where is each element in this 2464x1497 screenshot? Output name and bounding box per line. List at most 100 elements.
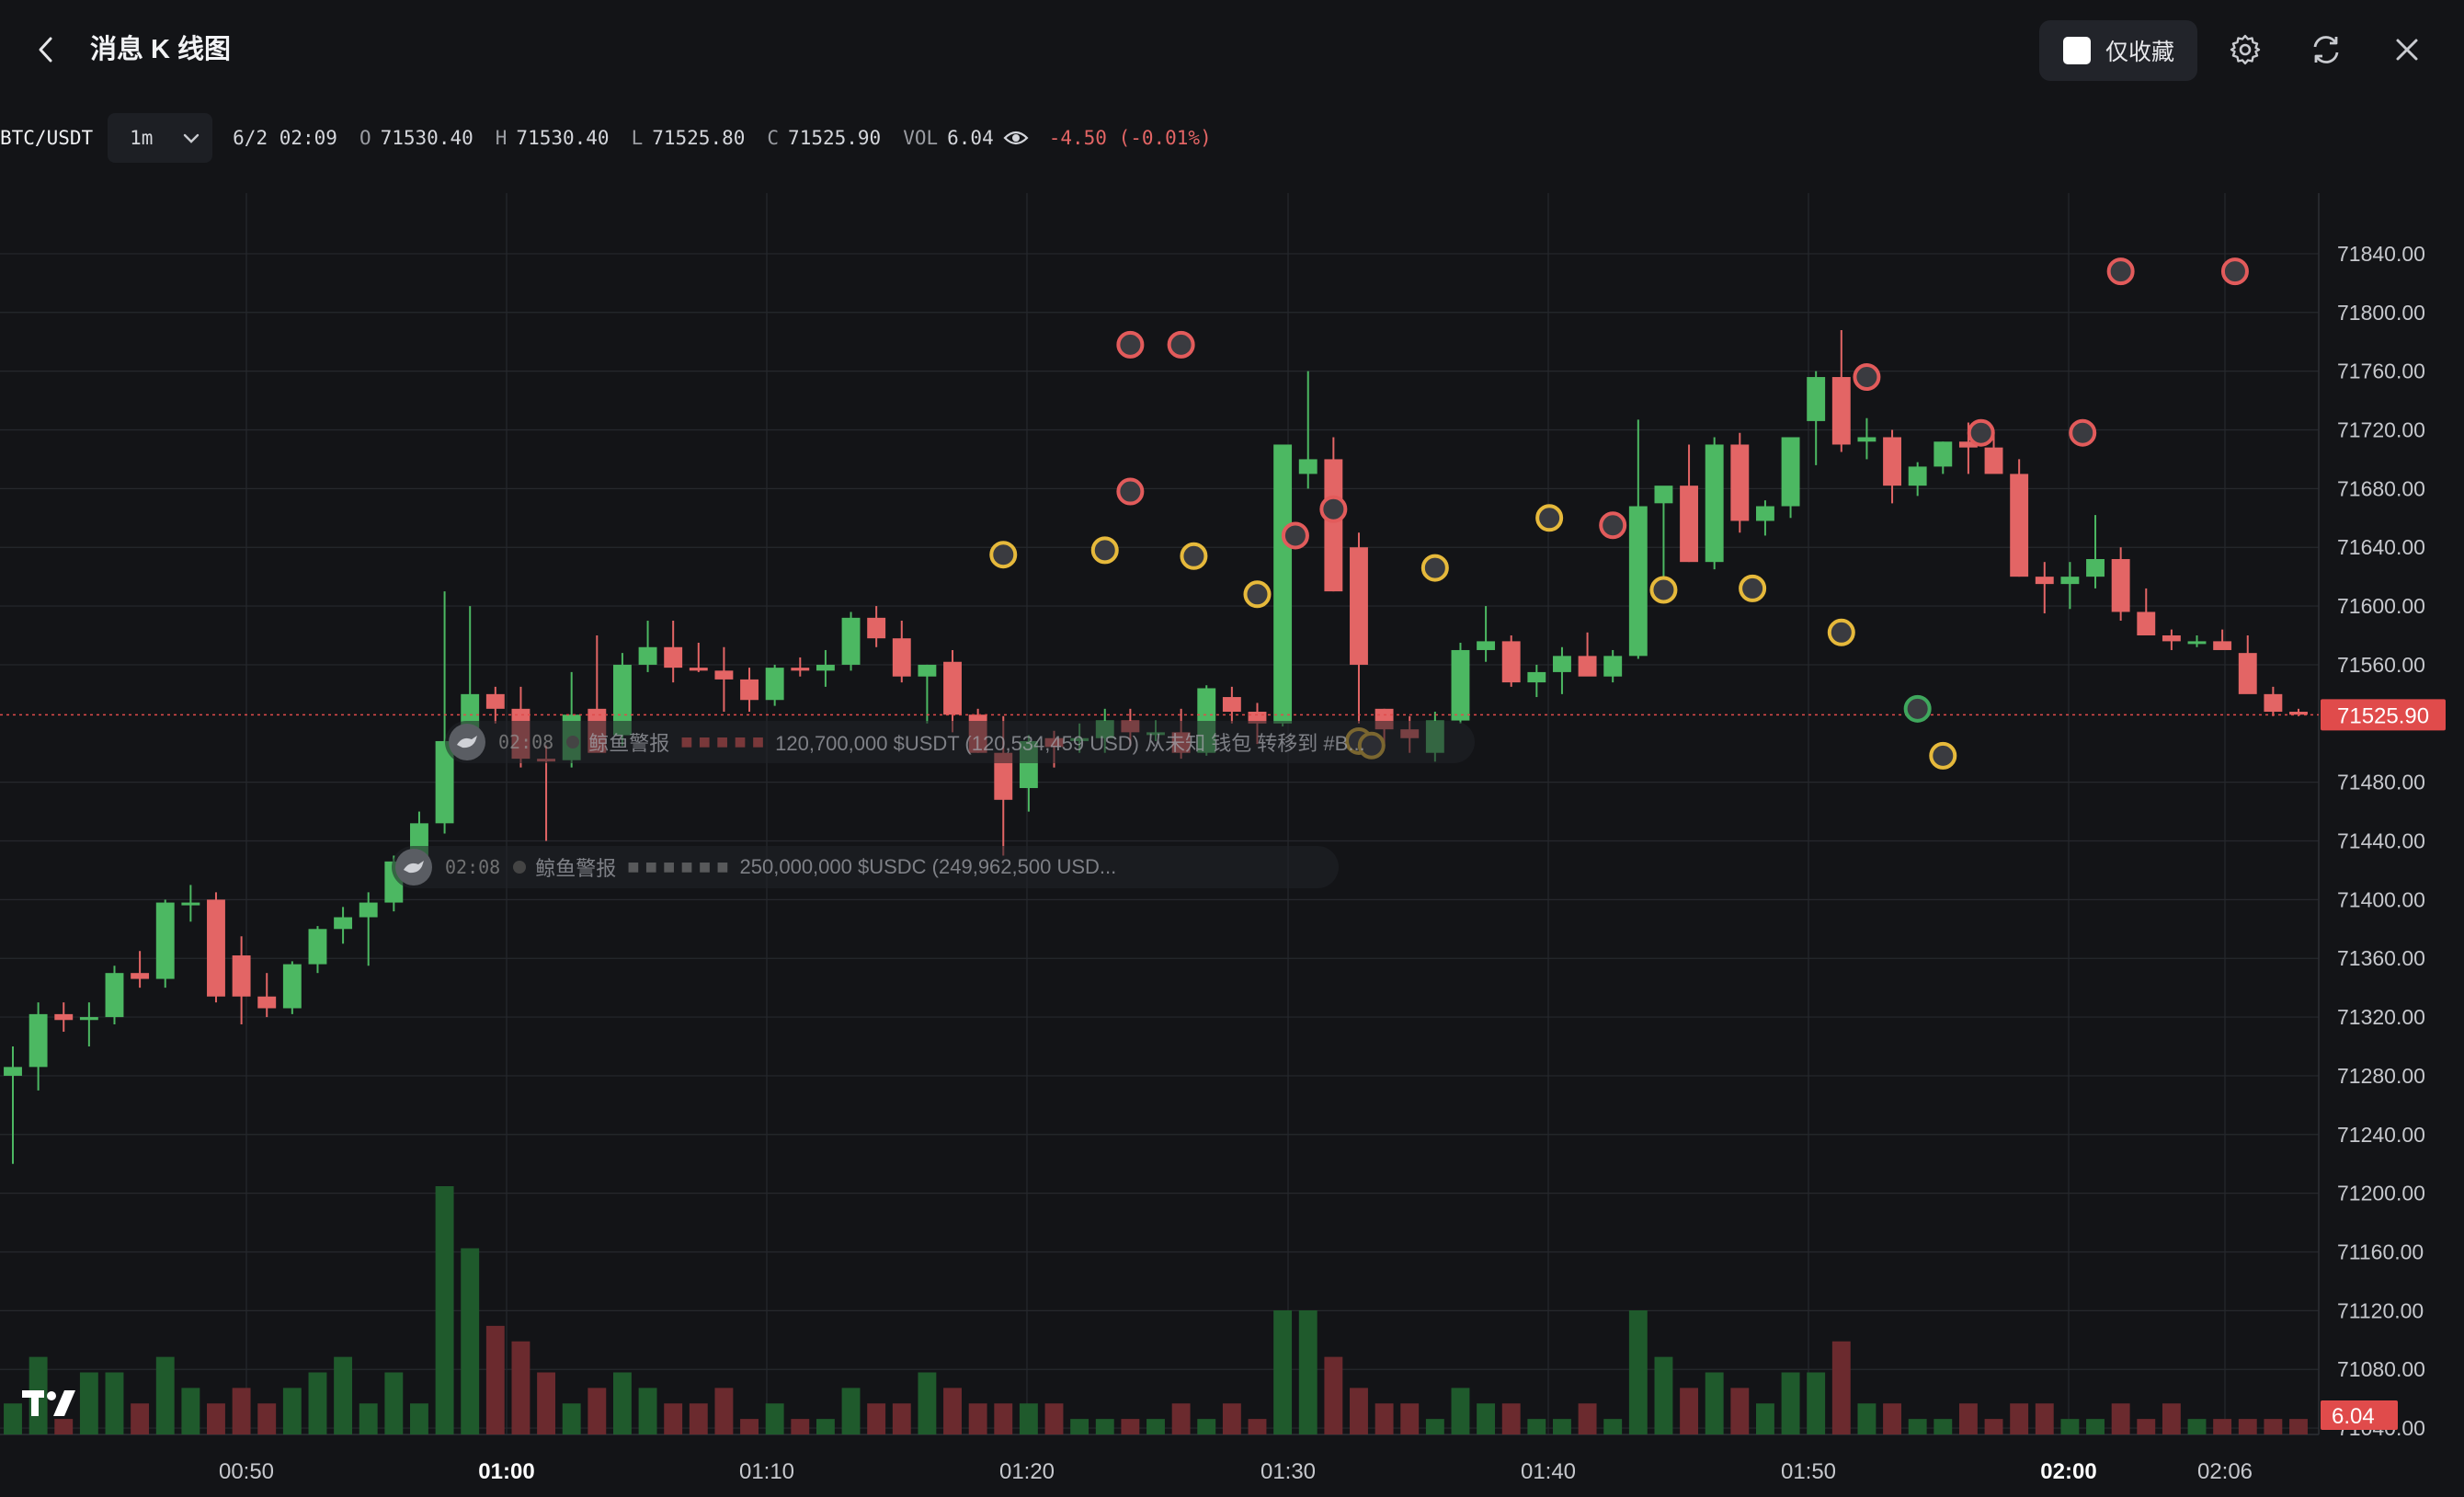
volume-bar	[181, 1388, 200, 1434]
candle-body	[841, 617, 861, 665]
news-marker-red[interactable]	[1319, 495, 1348, 523]
candle-body	[765, 668, 784, 701]
volume-bar	[1400, 1403, 1420, 1434]
volume-bar	[1298, 1310, 1318, 1434]
refresh-button[interactable]	[2308, 31, 2344, 68]
volume-bar	[2137, 1419, 2156, 1434]
time-tick-label: 00:50	[219, 1459, 274, 1484]
whale-icon	[457, 736, 477, 748]
news-marker-red[interactable]	[1167, 330, 1195, 359]
favorites-only-checkbox[interactable]	[2063, 37, 2091, 64]
news-marker-red[interactable]	[2220, 257, 2249, 286]
volume-bar	[384, 1372, 404, 1434]
volume-bar	[1705, 1372, 1724, 1434]
candle-body	[334, 917, 353, 930]
alert-text: 250,000,000 $USDC (249,962,500 USD...	[739, 855, 1117, 878]
whale-avatar	[449, 724, 485, 760]
volume-label: VOL	[903, 127, 939, 149]
candle-body	[791, 668, 810, 671]
candle-body	[1730, 444, 1750, 521]
candle-body	[1527, 671, 1546, 683]
price-tick-label: 71640.00	[2337, 535, 2425, 559]
news-marker-red[interactable]	[2069, 418, 2097, 447]
settings-button[interactable]	[2227, 31, 2264, 68]
favorites-only-label: 仅收藏	[2105, 40, 2175, 65]
news-marker-yellow[interactable]	[1739, 574, 1767, 602]
news-marker-red[interactable]	[1967, 418, 1995, 447]
candle-body	[257, 996, 277, 1009]
volume-bar	[79, 1372, 98, 1434]
news-marker-yellow[interactable]	[989, 541, 1018, 569]
last-volume-tag	[2321, 1400, 2398, 1430]
close-button[interactable]	[2389, 31, 2425, 68]
kline-chart[interactable]: 71840.00 71800.00 71760.00 71720.00 71680.00…	[0, 193, 2464, 1497]
news-marker-red[interactable]	[1853, 363, 1881, 392]
news-marker-red[interactable]	[1281, 521, 1309, 550]
candle-body	[4, 1067, 22, 1076]
news-marker-yellow[interactable]	[1929, 741, 1957, 770]
favorites-only-toggle[interactable]: 仅收藏	[2039, 20, 2197, 81]
volume-bar	[740, 1419, 759, 1434]
whale-alert-toast[interactable]: 02:08 鲸鱼警报 ■ ■ ■ ■ ■ ■ 250,000,000 $USDC…	[392, 846, 1339, 888]
news-marker-yellow[interactable]	[1420, 554, 1449, 582]
source-dot	[566, 736, 580, 748]
volume-bar	[155, 1356, 175, 1434]
candle-body	[2264, 693, 2283, 713]
candle-body	[155, 902, 175, 979]
volume-bar	[1222, 1403, 1241, 1434]
volume-bar	[1248, 1419, 1267, 1434]
candle-body	[816, 664, 835, 671]
whale-alert-toast[interactable]: 02:08 鲸鱼警报 ■ ■ ■ ■ ■ 120,700,000 $USDT (…	[445, 721, 1475, 763]
candle-body	[994, 752, 1013, 800]
candle-body	[1324, 459, 1343, 592]
interval-selector[interactable]: 1m	[108, 113, 213, 163]
volume-bar	[1908, 1419, 1927, 1434]
news-marker-red[interactable]	[1116, 330, 1145, 359]
candle-body	[29, 1013, 48, 1068]
last-price-tag	[2321, 699, 2446, 731]
news-marker-red[interactable]	[2106, 257, 2135, 286]
volume-bar	[1477, 1403, 1496, 1434]
news-marker-yellow[interactable]	[1649, 576, 1678, 604]
back-button[interactable]	[28, 31, 64, 68]
time-tick-label: 02:00	[2040, 1459, 2096, 1484]
candle-body	[435, 740, 454, 824]
alert-time: 02:08	[445, 856, 501, 878]
volume-bar	[1958, 1403, 1978, 1434]
candle-body	[54, 1013, 74, 1021]
candle-body	[1501, 641, 1521, 683]
candle-body	[2111, 558, 2130, 612]
tradingview-logo[interactable]	[22, 1388, 79, 1423]
price-tick-label: 71400.00	[2337, 887, 2425, 911]
chart-grid	[0, 193, 2320, 1435]
time-tick-label: 01:40	[1521, 1459, 1576, 1484]
candle-body	[2162, 635, 2181, 642]
volume-bar	[918, 1372, 937, 1434]
volume-bar	[410, 1403, 428, 1434]
volume-bar	[587, 1388, 607, 1434]
candle-body	[2060, 577, 2080, 585]
news-marker-yellow[interactable]	[1180, 542, 1208, 570]
news-marker-red[interactable]	[1599, 511, 1627, 540]
volume-bar	[689, 1403, 708, 1434]
news-marker-yellow[interactable]	[1243, 580, 1272, 609]
news-marker-red[interactable]	[1116, 477, 1145, 506]
volume-bar	[282, 1388, 302, 1434]
news-marker-green[interactable]	[1903, 694, 1932, 723]
volume-bar	[2111, 1403, 2130, 1434]
price-tick-label: 71800.00	[2337, 301, 2425, 325]
volume-bar	[1755, 1403, 1774, 1434]
time-tick-label: 01:00	[478, 1459, 534, 1484]
volume-bar	[714, 1388, 734, 1434]
gear-icon	[2230, 34, 2261, 65]
volume-bar	[4, 1403, 22, 1434]
news-marker-yellow[interactable]	[1090, 536, 1119, 565]
volume-bar	[638, 1388, 657, 1434]
news-marker-yellow[interactable]	[1827, 618, 1855, 646]
eye-icon[interactable]	[1003, 129, 1029, 147]
candle-body	[1578, 656, 1597, 677]
news-markers[interactable]	[989, 257, 2249, 770]
news-marker-yellow[interactable]	[1535, 504, 1564, 532]
price-tick-label: 71600.00	[2337, 594, 2425, 618]
close-value: 71525.90	[788, 127, 882, 149]
